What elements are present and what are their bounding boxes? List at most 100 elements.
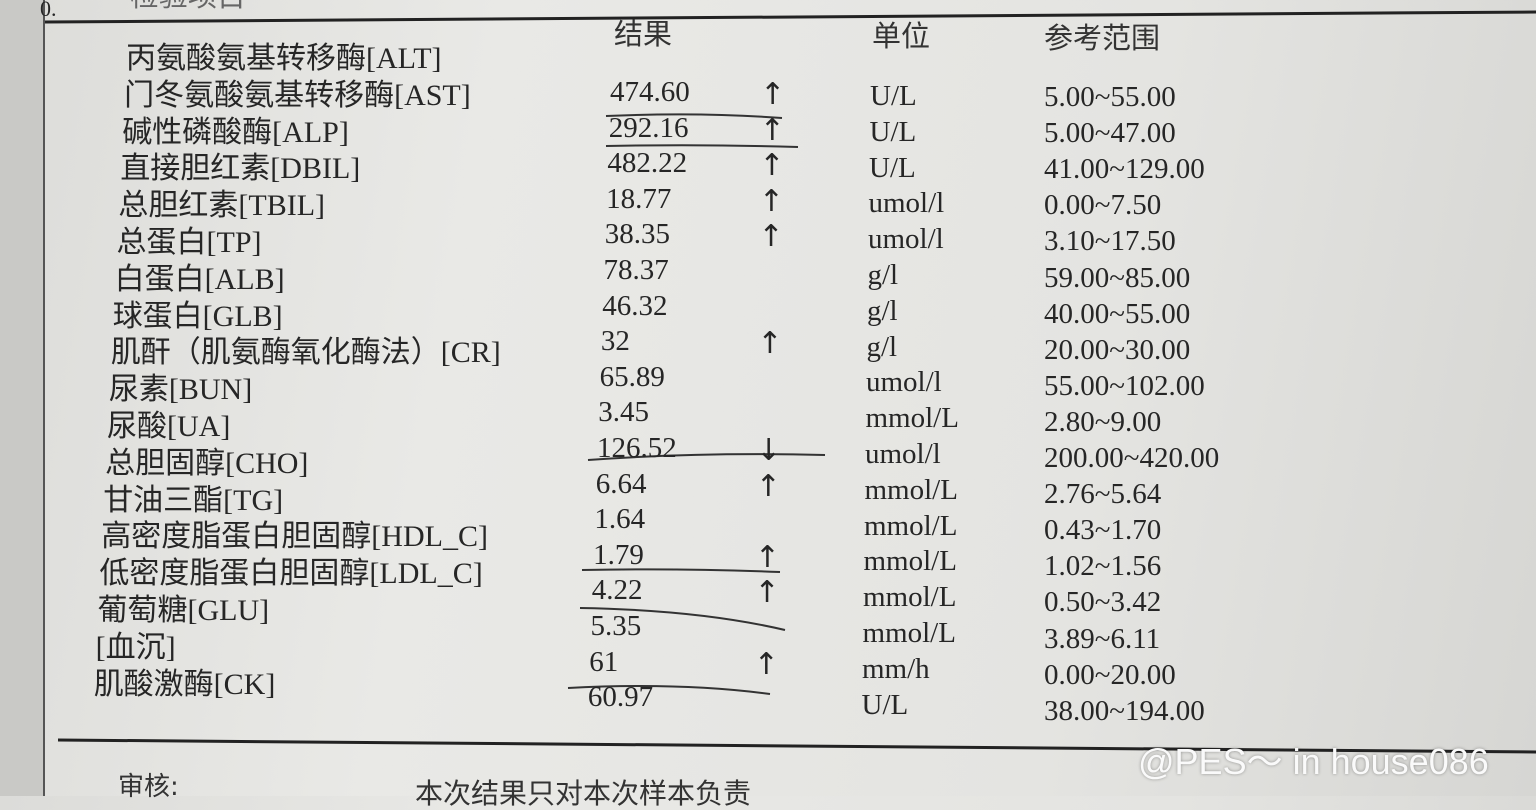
- pen-mark: [605, 113, 783, 119]
- item-name: 甘油三酯[TG]: [103, 483, 284, 517]
- result-header: 结果: [614, 17, 673, 51]
- result-value: 1.64: [594, 503, 646, 536]
- result-value: 482.22: [607, 147, 688, 180]
- result-value: 65.89: [599, 360, 665, 393]
- flag-arrow: ↓: [756, 433, 782, 468]
- reference-range: 41.00~129.00: [1044, 153, 1205, 186]
- reference-range: 3.89~6.11: [1044, 622, 1161, 655]
- footer-note: 本次结果只对本次样本负责: [415, 777, 752, 810]
- item-name: 总胆固醇[CHO]: [105, 446, 309, 480]
- item-name: 尿酸[UA]: [107, 410, 231, 443]
- reference-range: 1.02~1.56: [1044, 550, 1162, 583]
- pen-mark: [581, 568, 781, 573]
- top-rule: [44, 10, 1536, 24]
- unit: mm/h: [862, 652, 930, 685]
- item-name: 尿素[BUN]: [108, 373, 253, 407]
- watermark: @PES～ in house086: [1138, 741, 1489, 782]
- reference-range: 0.00~20.00: [1044, 658, 1176, 691]
- result-value: 61: [589, 645, 619, 678]
- reference-range: 5.00~47.00: [1044, 117, 1176, 150]
- unit: mmol/L: [864, 473, 958, 506]
- row-index: 0.: [40, 0, 57, 21]
- result-value: 32: [600, 325, 630, 358]
- flag-arrow: ↑: [753, 646, 779, 682]
- reference-range: 59.00~85.00: [1044, 261, 1191, 294]
- result-value: 292.16: [608, 111, 689, 144]
- unit: mmol/L: [864, 509, 958, 542]
- unit: g/l: [867, 259, 899, 291]
- unit: g/l: [867, 294, 898, 327]
- unit: U/L: [861, 688, 909, 721]
- item-name: 肌酐（肌氨酶氧化酶法）[CR]: [110, 336, 501, 370]
- unit: umol/l: [868, 187, 945, 220]
- reference-range: 2.80~9.00: [1044, 405, 1162, 438]
- item-name: 总蛋白[TP]: [116, 226, 262, 259]
- result-value: 6.64: [595, 467, 647, 500]
- result-value: 126.52: [597, 432, 677, 464]
- flag-arrow: ↑: [760, 77, 786, 112]
- unit: U/L: [869, 115, 917, 148]
- pen-mark: [587, 453, 826, 461]
- result-value: 46.32: [602, 289, 668, 322]
- reference-range: 38.00~194.00: [1044, 694, 1205, 727]
- result-value: 3.45: [598, 396, 650, 429]
- unit: umol/l: [865, 438, 941, 470]
- item-name: 球蛋白[GLB]: [112, 299, 283, 333]
- item-name: 白蛋白[ALB]: [114, 262, 285, 296]
- item-name: 总胆红素[TBIL]: [118, 189, 326, 223]
- reference-range: 5.00~55.00: [1044, 81, 1176, 113]
- reference-range: 200.00~420.00: [1044, 442, 1220, 474]
- flag-arrow: ↑: [758, 219, 784, 255]
- pen-mark: [605, 144, 799, 148]
- result-value: 1.79: [593, 538, 644, 571]
- reference-range: 0.50~3.42: [1044, 586, 1162, 619]
- reference-range: 40.00~55.00: [1044, 297, 1191, 330]
- flag-arrow: ↑: [754, 539, 780, 575]
- item-name: 低密度脂蛋白胆固醇[LDL_C]: [99, 557, 483, 591]
- reference-range: 55.00~102.00: [1044, 369, 1205, 402]
- item-name: 丙氨酸氨基转移酶[ALT]: [126, 42, 442, 75]
- result-value: 38.35: [604, 218, 671, 251]
- reference-range: 3.10~17.50: [1044, 225, 1176, 258]
- flag-arrow: ↑: [759, 148, 785, 184]
- item-name: [血沉]: [95, 630, 176, 664]
- flag-arrow: ↑: [754, 575, 780, 611]
- unit-header: 单位: [872, 19, 931, 53]
- flag-arrow: ↑: [755, 468, 781, 504]
- item-name: 碱性磷酸酶[ALP]: [122, 115, 349, 149]
- unit: umol/l: [868, 223, 944, 256]
- reviewer-label: 审核:: [118, 772, 179, 802]
- unit: mmol/L: [863, 545, 957, 578]
- result-value: 4.22: [591, 574, 643, 607]
- item-name: 直接胆红素[DBIL]: [120, 152, 361, 186]
- item-header: 检验项目: [130, 0, 246, 11]
- result-value: 18.77: [606, 182, 672, 215]
- unit: umol/l: [866, 366, 942, 399]
- unit: U/L: [870, 80, 917, 112]
- flag-arrow: ↑: [759, 112, 785, 148]
- pen-mark: [567, 685, 771, 695]
- result-value: 5.35: [590, 610, 642, 642]
- reference-range: 2.76~5.64: [1044, 478, 1162, 511]
- reference-range: 0.43~1.70: [1044, 514, 1162, 547]
- item-name: 门冬氨酸氨基转移酶[AST]: [124, 78, 471, 112]
- reference-range: 20.00~30.00: [1044, 333, 1191, 366]
- flag-arrow: ↑: [757, 326, 783, 362]
- result-value: 60.97: [587, 681, 654, 714]
- page-edge: [0, 0, 44, 796]
- flag-arrow: ↑: [758, 183, 784, 219]
- unit: mmol/L: [865, 402, 959, 435]
- item-name: 葡萄糖[GLU]: [97, 594, 270, 627]
- unit: g/l: [866, 330, 898, 363]
- reference-range: 0.00~7.50: [1044, 189, 1162, 222]
- unit: mmol/L: [862, 617, 956, 649]
- item-name: 肌酸激酶[CK]: [93, 667, 276, 701]
- result-value: 78.37: [603, 254, 669, 286]
- unit: U/L: [869, 151, 916, 184]
- bottom-rule: [57, 738, 1536, 754]
- unit: mmol/L: [863, 581, 957, 614]
- result-value: 474.60: [610, 76, 690, 108]
- item-name: 高密度脂蛋白胆固醇[HDL_C]: [101, 520, 488, 554]
